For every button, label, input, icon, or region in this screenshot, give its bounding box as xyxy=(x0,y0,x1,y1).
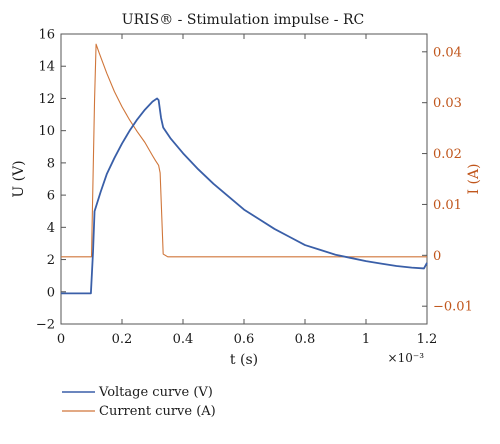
y-tick-label: 2 xyxy=(47,253,55,268)
y-tick-label: 12 xyxy=(38,92,55,107)
y-axis-ticks: −2 0 2 4 6 8 10 12 14 16 xyxy=(36,28,66,333)
y-tick-label: 4 xyxy=(47,221,55,236)
x-tick-label: 1 xyxy=(362,332,370,347)
legend-label-voltage: Voltage curve (V) xyxy=(98,385,213,400)
y-tick-label: 16 xyxy=(38,28,55,43)
y-tick-label: 6 xyxy=(47,189,55,204)
legend-label-current: Current curve (A) xyxy=(99,404,216,419)
y2-tick-label: 0.01 xyxy=(433,198,462,213)
x-tick-label: 0.2 xyxy=(112,332,133,347)
x-tick-label: 1.2 xyxy=(417,332,438,347)
plot-frame xyxy=(60,33,428,325)
x-tick-label: 0.8 xyxy=(295,332,316,347)
y2-tick-label: 0.02 xyxy=(433,147,462,162)
y-axis-label: U (V) xyxy=(11,160,27,197)
y2-tick-label: 0.04 xyxy=(433,45,462,60)
y2-axis-label: I (A) xyxy=(466,163,482,194)
y2-tick-label: 0.03 xyxy=(433,96,462,111)
series-group xyxy=(61,43,428,295)
y-tick-label: 10 xyxy=(38,124,55,139)
y-tick-label: 8 xyxy=(47,156,55,171)
y-tick-label: −2 xyxy=(36,318,55,333)
x-axis-multiplier: ×10⁻³ xyxy=(388,351,425,365)
series-line-current xyxy=(61,43,427,258)
y-tick-label: 14 xyxy=(38,60,55,75)
series-line-voltage xyxy=(61,97,428,295)
x-axis-label: t (s) xyxy=(230,352,258,368)
y-tick-label: 0 xyxy=(47,285,55,300)
y2-tick-label: −0.01 xyxy=(433,300,473,315)
x-axis-ticks: 0 0.2 0.4 0.6 0.8 1 1.2 xyxy=(57,34,437,347)
x-tick-label: 0.4 xyxy=(173,332,194,347)
y2-axis-ticks: −0.01 0 0.01 0.02 0.03 0.04 xyxy=(422,45,473,315)
x-tick-label: 0.6 xyxy=(234,332,255,347)
y2-tick-label: 0 xyxy=(433,249,441,264)
legend: Voltage curve (V) Current curve (A) xyxy=(62,385,216,419)
chart-title: URIS® - Stimulation impulse - RC xyxy=(122,12,364,28)
x-tick-label: 0 xyxy=(57,332,65,347)
